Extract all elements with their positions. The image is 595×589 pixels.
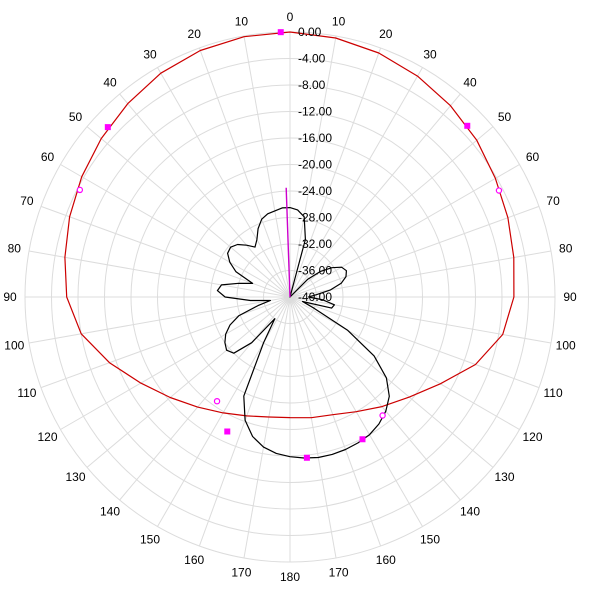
angle-tick-label: 170 [329, 566, 349, 580]
grid-spoke [157, 67, 291, 298]
grid-spoke [28, 296, 291, 344]
angle-tick-label: 140 [460, 505, 480, 519]
series-line-black [216, 207, 390, 459]
series-group [64, 31, 515, 459]
angle-tick-label: 80 [8, 241, 22, 255]
grid [24, 31, 556, 563]
angle-tick-label: 100 [4, 339, 24, 353]
grid-spoke [60, 164, 291, 298]
grid-spoke [289, 296, 520, 430]
angle-tick-label: 150 [420, 533, 440, 547]
angle-tick-label: 40 [463, 76, 477, 90]
grid-spoke [243, 35, 291, 298]
angle-tick-label: 160 [376, 553, 396, 567]
angle-tick-label: 110 [544, 386, 563, 400]
grid-spoke [289, 250, 552, 298]
radial-tick-label: -4.00 [298, 52, 326, 66]
grid-spoke [289, 35, 337, 298]
grid-spoke [40, 205, 291, 298]
radial-tick-label: -16.00 [298, 131, 332, 145]
angle-tick-label: 130 [65, 470, 85, 484]
angle-tick-label: 60 [41, 150, 55, 164]
angle-tick-label: 130 [494, 470, 514, 484]
grid-spoke [289, 67, 423, 298]
angle-tick-label: 50 [498, 110, 512, 124]
grid-spoke [289, 126, 494, 298]
angle-tick-label: 30 [423, 48, 437, 62]
marker-point [277, 29, 284, 36]
marker-point [104, 124, 111, 131]
grid-spoke [60, 296, 291, 430]
grid-spoke [86, 126, 291, 298]
radial-tick-label: -12.00 [298, 105, 332, 119]
label-group: 0 10 20 30 40 50 60 70 80 90 100 110 120 130 140 150 160… [3, 10, 577, 584]
grid-spoke [289, 296, 337, 559]
angle-tick-label: 160 [184, 553, 204, 567]
angle-tick-label: 70 [20, 194, 34, 208]
marker-point [76, 186, 84, 194]
marker-group [76, 29, 503, 461]
grid-spoke [157, 296, 291, 527]
grid-spoke [28, 250, 291, 298]
grid-spoke [289, 296, 382, 547]
radial-tick-label: -32.00 [298, 237, 332, 251]
angle-tick-label: 40 [103, 76, 117, 90]
grid-spoke [40, 296, 291, 389]
angle-tick-label: 30 [143, 48, 157, 62]
angle-tick-label: 140 [100, 505, 120, 519]
angle-tick-label: 150 [140, 533, 160, 547]
angle-tick-label: 120 [522, 430, 542, 444]
angle-tick-label: 10 [235, 14, 249, 28]
marker-point [359, 436, 366, 443]
grid-spoke [86, 296, 291, 468]
series-line-red [64, 31, 515, 419]
marker-point [464, 122, 471, 129]
grid-spoke [289, 205, 540, 298]
angle-tick-label: 20 [188, 27, 202, 41]
grid-spoke [243, 296, 291, 559]
grid-spoke [289, 296, 494, 468]
angle-tick-label: 50 [69, 110, 83, 124]
angle-tick-label: 90 [563, 290, 577, 304]
radial-tick-label: -40.00 [298, 290, 332, 304]
angle-tick-label: 80 [559, 241, 573, 255]
radial-tick-label: -28.00 [298, 211, 332, 225]
marker-point [224, 428, 231, 435]
grid-spoke [289, 164, 520, 298]
radial-tick-label: -20.00 [298, 158, 332, 172]
angle-tick-label: 100 [556, 339, 576, 353]
angle-tick-label: 90 [3, 290, 17, 304]
angle-tick-label: 170 [231, 566, 251, 580]
angle-tick-label: 180 [280, 570, 300, 584]
grid-spoke [119, 93, 291, 298]
marker-point [495, 187, 503, 194]
grid-spoke [289, 93, 461, 298]
marker-point [213, 397, 221, 405]
grid-spoke [119, 296, 291, 501]
angle-tick-label: 70 [546, 194, 560, 208]
radial-tick-label: -36.00 [298, 264, 332, 278]
grid-spoke [198, 47, 291, 298]
marker-point [379, 412, 386, 419]
grid-spoke [289, 47, 382, 298]
grid-spoke [289, 296, 461, 501]
angle-tick-label: 20 [379, 27, 393, 41]
angle-tick-label: 0 [287, 10, 294, 24]
marker-point [303, 454, 310, 461]
radial-tick-label: -8.00 [298, 78, 326, 92]
angle-tick-label: 110 [17, 386, 36, 400]
grid-spoke [289, 296, 540, 389]
radial-tick-label: 0.00 [298, 25, 322, 39]
angle-tick-label: 60 [526, 150, 540, 164]
angle-tick-label: 10 [332, 14, 346, 28]
grid-spoke [198, 296, 291, 547]
radial-tick-label: -24.00 [298, 184, 332, 198]
reference-line [285, 187, 291, 298]
angle-tick-label: 120 [37, 430, 57, 444]
